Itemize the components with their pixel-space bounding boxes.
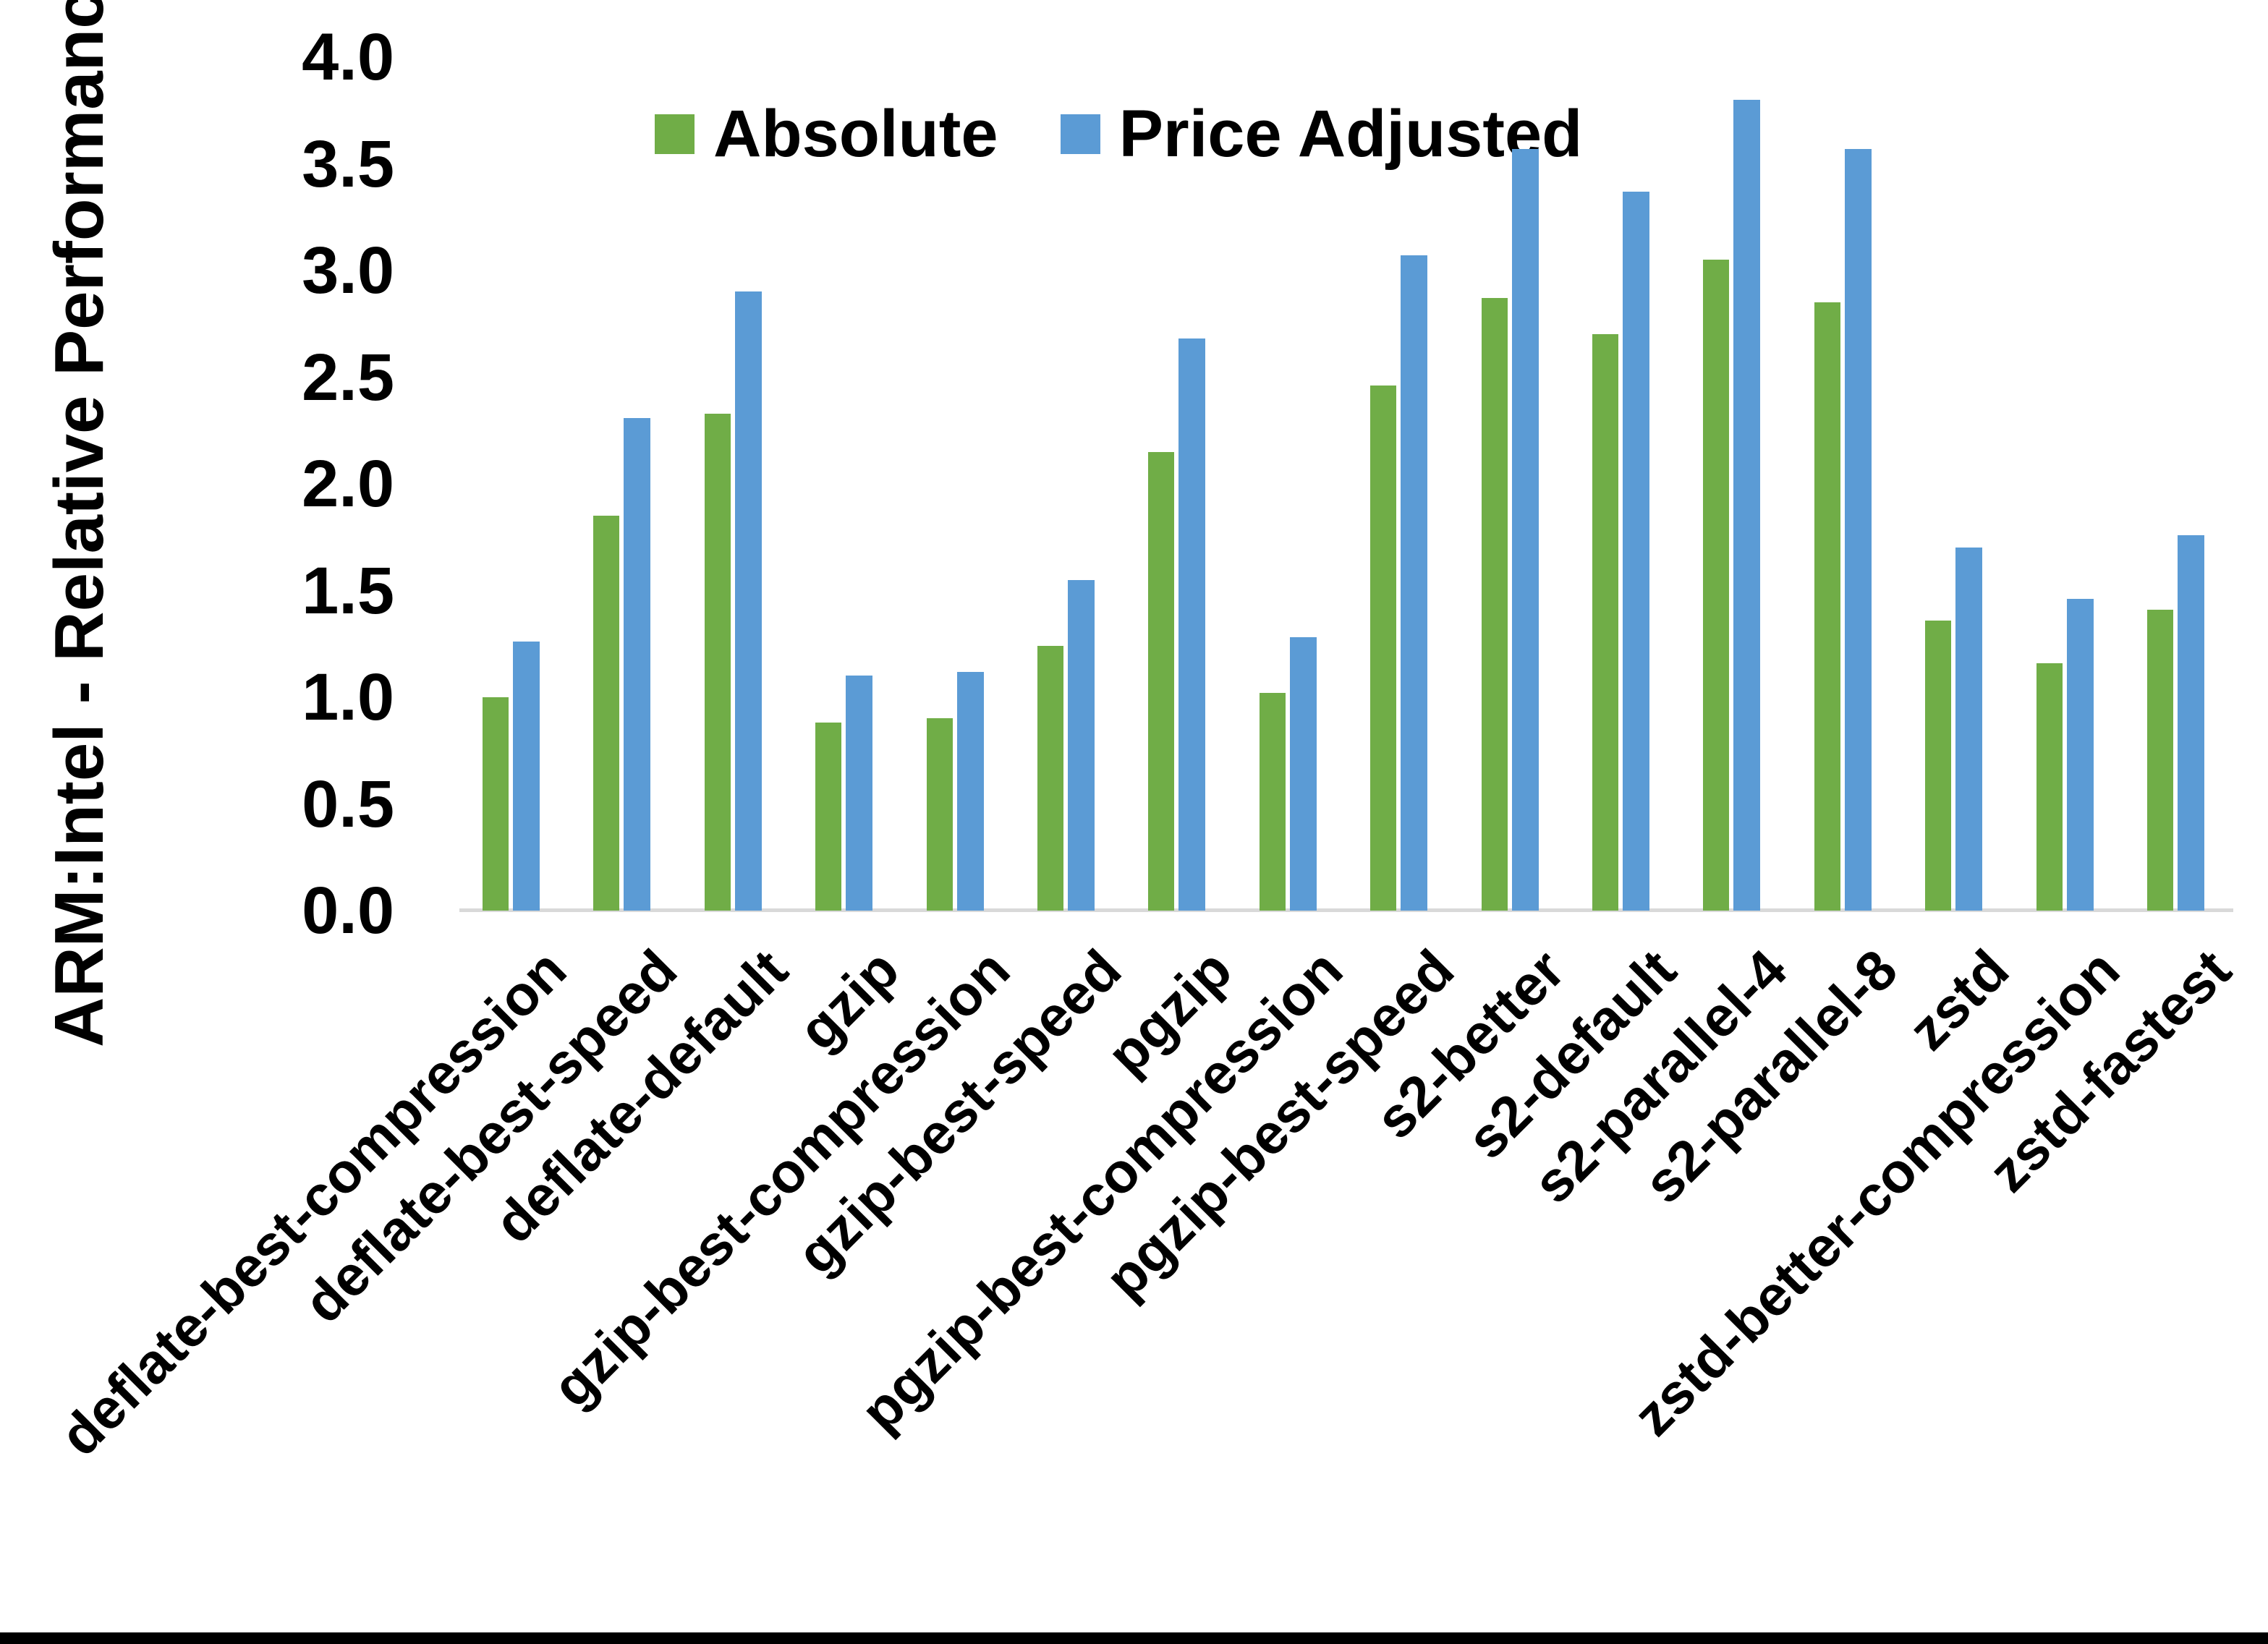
bar-absolute-deflate-default xyxy=(705,414,731,911)
bar-absolute-pgzip xyxy=(1148,452,1174,911)
y-axis-tick-0.0: 0.0 xyxy=(302,874,394,947)
bar-absolute-deflate-best-speed xyxy=(593,516,619,911)
y-axis-title: ARM:Intel - Relative Performance xyxy=(41,0,118,1047)
bar-absolute-s2-default xyxy=(1592,334,1618,911)
legend-swatch-price-adjusted xyxy=(1060,114,1100,154)
legend-swatch-absolute xyxy=(655,114,695,154)
y-axis-tick-4.0: 4.0 xyxy=(302,20,394,94)
bar-price-adjusted-s2-parallel-8 xyxy=(1845,149,1872,911)
bar-absolute-pgzip-best-speed xyxy=(1370,386,1396,911)
bar-absolute-zstd-better-compression xyxy=(2036,663,2063,911)
bar-price-adjusted-zstd xyxy=(1955,548,1982,911)
bar-price-adjusted-deflate-best-speed xyxy=(624,418,650,911)
bar-price-adjusted-s2-parallel-4 xyxy=(1733,100,1760,911)
y-axis-tick-3.5: 3.5 xyxy=(302,127,394,201)
bar-absolute-zstd xyxy=(1925,621,1951,911)
y-axis-tick-2.5: 2.5 xyxy=(302,340,394,414)
bar-absolute-gzip xyxy=(815,723,841,911)
legend-label-absolute: Absolute xyxy=(713,97,998,171)
bar-price-adjusted-pgzip-best-compression xyxy=(1290,637,1317,911)
bar-absolute-zstd-fastest xyxy=(2147,610,2173,911)
bar-price-adjusted-gzip xyxy=(846,676,872,911)
legend: Absolute Price Adjusted xyxy=(655,96,1582,172)
bar-absolute-pgzip-best-compression xyxy=(1260,693,1286,911)
y-axis-tick-3.0: 3.0 xyxy=(302,234,394,307)
bar-price-adjusted-deflate-best-compression xyxy=(513,642,540,911)
bar-price-adjusted-pgzip-best-speed xyxy=(1401,255,1427,911)
y-axis-tick-0.5: 0.5 xyxy=(302,767,394,841)
legend-item-absolute: Absolute xyxy=(655,96,998,172)
bar-absolute-s2-parallel-4 xyxy=(1703,260,1729,911)
bar-absolute-s2-better xyxy=(1482,298,1508,911)
x-axis-baseline xyxy=(459,908,2233,912)
legend-label-price-adjusted: Price Adjusted xyxy=(1118,97,1583,171)
legend-item-price-adjusted: Price Adjusted xyxy=(1060,96,1583,172)
bar-price-adjusted-pgzip xyxy=(1178,338,1205,911)
bottom-border xyxy=(0,1632,2268,1644)
bar-absolute-gzip-best-compression xyxy=(927,718,953,911)
y-axis-tick-1.5: 1.5 xyxy=(302,553,394,628)
bar-absolute-gzip-best-speed xyxy=(1037,646,1063,911)
y-axis-tick-1.0: 1.0 xyxy=(302,660,394,734)
bar-absolute-deflate-best-compression xyxy=(483,697,509,911)
bar-absolute-s2-parallel-8 xyxy=(1814,302,1840,911)
bar-price-adjusted-s2-better xyxy=(1512,149,1539,911)
bar-price-adjusted-gzip-best-compression xyxy=(957,672,984,911)
bar-price-adjusted-zstd-better-compression xyxy=(2067,599,2094,911)
bar-price-adjusted-gzip-best-speed xyxy=(1068,580,1095,911)
bar-price-adjusted-s2-default xyxy=(1623,192,1649,911)
bar-price-adjusted-zstd-fastest xyxy=(2178,535,2204,911)
bar-price-adjusted-deflate-default xyxy=(735,291,762,911)
y-axis-tick-2.0: 2.0 xyxy=(302,447,394,521)
